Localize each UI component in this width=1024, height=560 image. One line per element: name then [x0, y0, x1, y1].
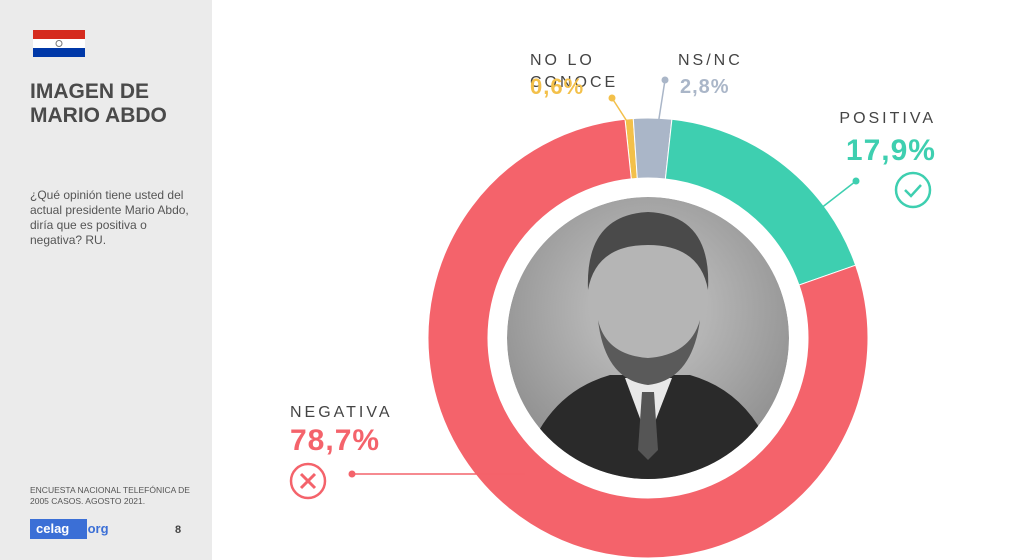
- value-label: 2,8%: [680, 76, 730, 98]
- cross-icon: [289, 462, 327, 500]
- category-label: NO LO CONOCE: [530, 52, 619, 91]
- leader-dot: [852, 177, 860, 185]
- slide-title: IMAGEN DE MARIO ABDO: [30, 80, 167, 127]
- leader-dot: [608, 94, 616, 102]
- check-icon: [894, 171, 932, 209]
- sidebar: [0, 0, 212, 560]
- value-label: 17,9%: [845, 134, 936, 167]
- donut-slice: [427, 118, 869, 559]
- leader-dot: [661, 76, 669, 84]
- value-label: 78,7%: [290, 424, 381, 457]
- value-label: 0,6%: [530, 74, 585, 99]
- leader-line: [611, 97, 631, 127]
- source-note: ENCUESTA NACIONAL TELEFÓNICA DE 2005 CAS…: [30, 485, 190, 506]
- page-number: 8: [175, 524, 182, 536]
- category-label: POSITIVA: [839, 110, 936, 127]
- flag: [33, 30, 85, 57]
- leader-line: [779, 180, 857, 241]
- category-label: NEGATIVA: [290, 404, 393, 421]
- category-label: NS/NC: [678, 52, 743, 69]
- leader-line: [657, 79, 666, 126]
- logo: celag: [30, 519, 88, 539]
- logo-suffix: .org: [84, 521, 109, 536]
- leader-dot: [348, 470, 356, 478]
- question: ¿Qué opinión tiene usted del actual pres…: [30, 188, 189, 247]
- portrait: [507, 197, 789, 479]
